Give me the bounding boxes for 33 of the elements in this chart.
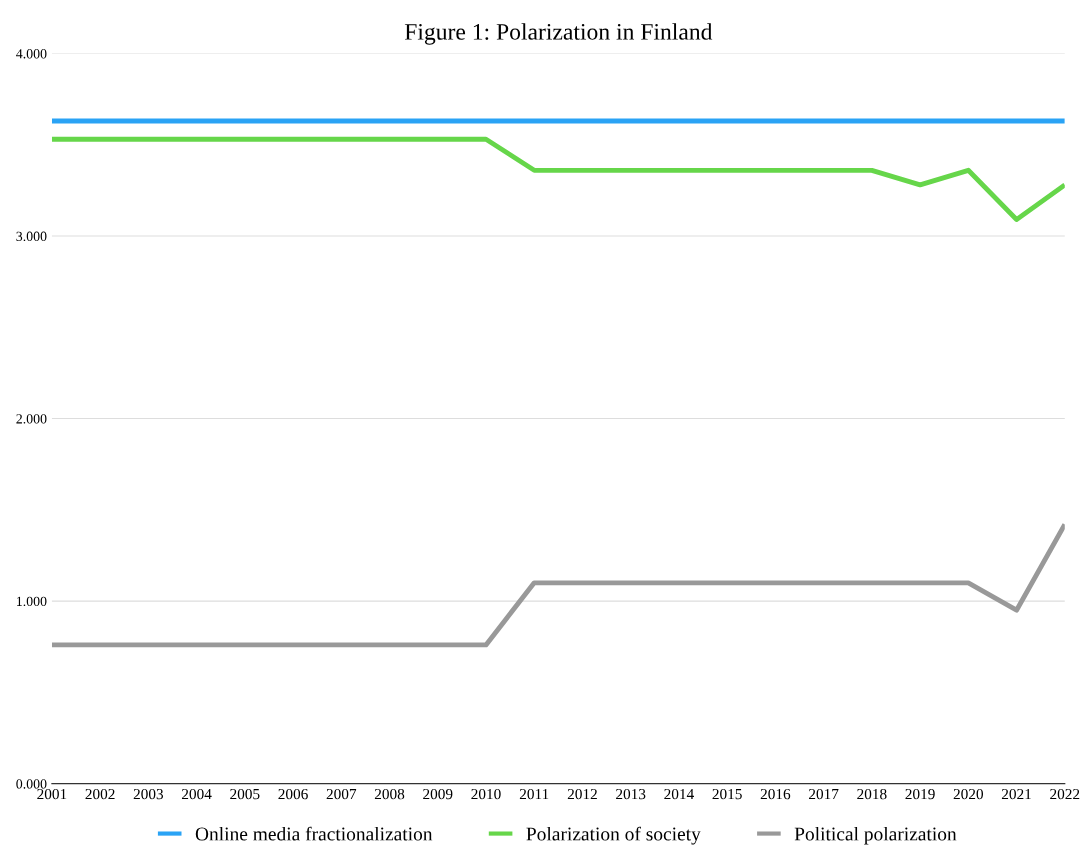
x-tick-label: 2013 xyxy=(616,788,646,800)
legend-label: Political polarization xyxy=(794,826,957,845)
x-tick-label: 2019 xyxy=(905,788,935,800)
x-tick-label: 2004 xyxy=(181,788,212,800)
x-tick-label: 2008 xyxy=(374,788,405,800)
x-tick-label: 2020 xyxy=(953,788,984,800)
y-tick-label: 3.000 xyxy=(16,231,47,242)
y-tick-label: 4.000 xyxy=(16,49,47,59)
x-tick-label: 2022 xyxy=(1050,788,1080,800)
x-tick-label: 2016 xyxy=(760,788,791,800)
x-tick-label: 2009 xyxy=(423,788,453,800)
x-tick-label: 2002 xyxy=(85,788,115,800)
x-tick-label: 2012 xyxy=(567,788,597,800)
x-tick-label: 2006 xyxy=(278,788,308,800)
x-tick-label: 2010 xyxy=(471,788,501,800)
line-series xyxy=(51,136,1065,223)
x-tick-label: 2005 xyxy=(230,788,260,800)
y-tick-label: 0.000 xyxy=(16,779,47,789)
chart-title: Figure 1: Polarization in Finland xyxy=(404,23,713,45)
x-tick-label: 2001 xyxy=(37,788,67,800)
x-tick-label: 2021 xyxy=(1001,788,1031,800)
line-series xyxy=(51,522,1065,648)
x-tick-label: 2017 xyxy=(809,788,839,800)
legend-label: Online media fractionalization xyxy=(195,826,433,841)
x-tick-label: 2014 xyxy=(664,788,694,800)
x-tick-label: 2003 xyxy=(133,788,164,800)
x-tick-label: 2015 xyxy=(712,788,742,800)
legend-label: Polarization of society xyxy=(526,826,701,845)
y-tick-label: 2.000 xyxy=(16,414,47,424)
x-tick-label: 2007 xyxy=(326,788,357,800)
x-tick-label: 2011 xyxy=(519,788,549,800)
y-tick-label: 1.000 xyxy=(17,596,47,607)
x-tick-label: 2018 xyxy=(857,788,887,800)
